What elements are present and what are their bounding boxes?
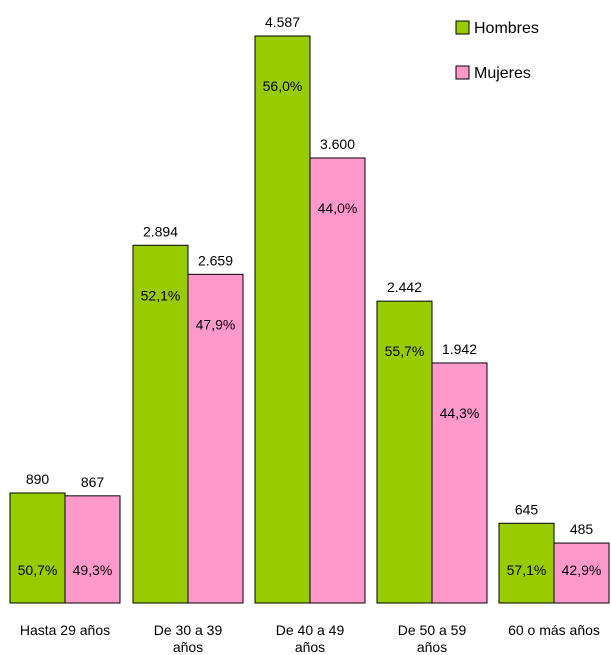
bar-hombres-1: [132, 244, 189, 604]
bar-hombres-0: [9, 492, 66, 604]
bar-hombres-4: [498, 522, 555, 604]
pct-label-hombres-4: 57,1%: [507, 562, 547, 578]
value-label-mujeres-4: 485: [570, 521, 594, 537]
value-label-hombres-3: 2.442: [387, 279, 422, 295]
bar-hombres-3: [376, 300, 433, 604]
bar-hombres-2: [254, 35, 311, 604]
value-label-mujeres-1: 2.659: [198, 252, 233, 268]
bar-mujeres-1: [187, 273, 244, 604]
legend-label-mujeres: Mujeres: [474, 65, 531, 82]
x-tick-label-3-line-0: De 50 a 59: [398, 622, 467, 638]
bar-mujeres-3: [431, 362, 488, 604]
pct-label-hombres-1: 52,1%: [141, 287, 181, 303]
value-label-hombres-1: 2.894: [143, 223, 178, 239]
pct-label-mujeres-4: 42,9%: [562, 562, 602, 578]
bars-layer: [9, 35, 610, 604]
pct-label-mujeres-0: 49,3%: [73, 562, 113, 578]
value-label-mujeres-2: 3.600: [320, 136, 355, 152]
bar-mujeres-0: [64, 495, 121, 604]
x-tick-label-3-line-1: años: [417, 639, 447, 655]
x-tick-label-2-line-1: años: [295, 639, 325, 655]
labels-layer: 890 50,7% 867 49,3% Hasta 29 años 2.894 52,1% 2…: [18, 14, 602, 655]
x-tick-label-0: Hasta 29 años: [20, 622, 110, 638]
x-tick-label-2-line-0: De 40 a 49: [276, 622, 345, 638]
x-tick-label-4: 60 o más años: [508, 622, 600, 638]
legend-swatch-mujeres: [455, 65, 470, 80]
legend-label-hombres: Hombres: [474, 20, 539, 37]
pct-label-hombres-3: 55,7%: [385, 343, 425, 359]
value-label-hombres-0: 890: [26, 471, 50, 487]
pct-label-hombres-0: 50,7%: [18, 562, 58, 578]
bar-mujeres-4: [553, 542, 610, 604]
value-label-hombres-2: 4.587: [265, 14, 300, 30]
pct-label-mujeres-2: 44,0%: [318, 200, 358, 216]
pct-label-hombres-2: 56,0%: [263, 78, 303, 94]
value-label-mujeres-0: 867: [81, 474, 105, 490]
x-tick-label-1-line-1: años: [173, 639, 203, 655]
pct-label-mujeres-1: 47,9%: [196, 316, 236, 332]
legend-swatch-hombres: [455, 20, 470, 35]
pct-label-mujeres-3: 44,3%: [440, 405, 480, 421]
x-tick-label-1-line-0: De 30 a 39: [154, 622, 223, 638]
value-label-hombres-4: 645: [515, 501, 539, 517]
bar-mujeres-2: [309, 157, 366, 604]
legend: Hombres Mujeres: [455, 20, 539, 82]
value-label-mujeres-3: 1.942: [442, 341, 477, 357]
